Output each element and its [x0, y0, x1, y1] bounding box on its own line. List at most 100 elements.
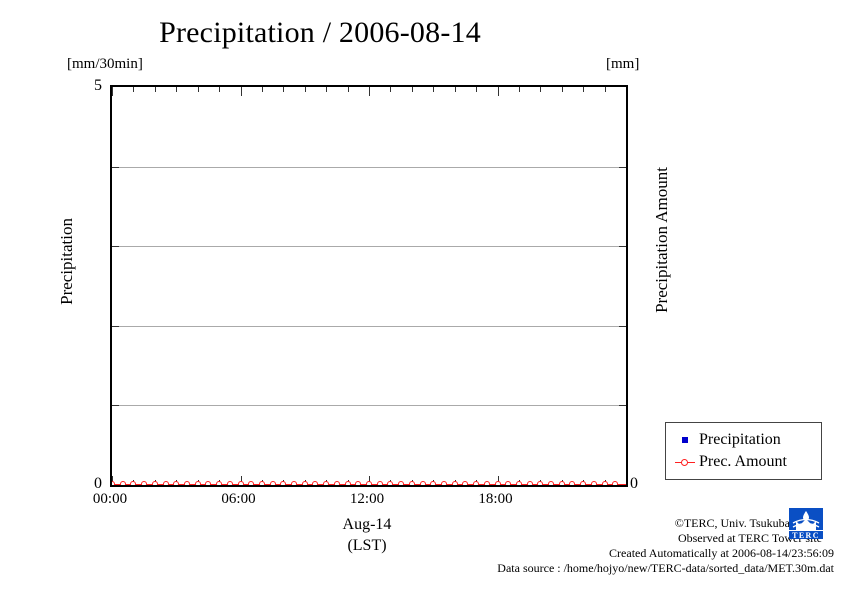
data-point-marker: [269, 481, 276, 485]
data-point-marker: [590, 481, 597, 485]
data-point-marker: [376, 481, 383, 485]
x-tick-label: 12:00: [349, 491, 385, 507]
x-axis-tick: [476, 87, 477, 92]
x-axis-tick: [369, 476, 370, 485]
data-point-marker: [216, 481, 223, 485]
y-axis-tick: [112, 405, 119, 406]
y-axis-tick: [112, 246, 119, 247]
y-axis-tick: [619, 405, 626, 406]
x-axis-tick: [455, 87, 456, 92]
data-point-marker: [151, 481, 158, 485]
data-point-marker: [112, 481, 115, 485]
data-point-marker: [526, 481, 533, 485]
y-tick-label-left-bottom: 0: [94, 475, 102, 492]
plot-inner: [112, 87, 626, 485]
x-axis-title-sub: (LST): [347, 537, 387, 554]
chart-title: Precipitation / 2006-08-14: [159, 16, 481, 49]
footer-datasource: Data source : /home/hojyo/new/TERC-data/…: [497, 561, 834, 575]
legend-swatch-square-icon: [674, 437, 696, 443]
x-axis-tick: [198, 87, 199, 92]
y-axis-tick: [112, 167, 119, 168]
data-point-marker: [280, 481, 287, 485]
data-point-marker: [580, 481, 587, 485]
data-point-marker: [344, 481, 351, 485]
data-point-marker: [226, 481, 233, 485]
x-axis-tick: [219, 87, 220, 92]
data-point-marker: [119, 481, 126, 485]
gridline: [112, 246, 626, 247]
data-point-marker: [194, 481, 201, 485]
data-point-marker: [183, 481, 190, 485]
data-point-marker: [355, 481, 362, 485]
data-point-marker: [515, 481, 522, 485]
x-axis-tick: [326, 87, 327, 92]
x-axis-title-main: Aug-14: [342, 516, 392, 533]
x-axis-tick: [498, 87, 499, 96]
y-axis-tick: [619, 167, 626, 168]
data-point-marker: [301, 481, 308, 485]
x-axis-tick: [241, 476, 242, 485]
data-point-marker: [162, 481, 169, 485]
data-point-marker: [612, 481, 619, 485]
x-axis-tick: [176, 87, 177, 92]
x-axis-tick: [412, 87, 413, 92]
data-point-marker: [483, 481, 490, 485]
right-axis-unit-label: [mm]: [606, 56, 640, 72]
data-point-marker: [130, 481, 137, 485]
legend-item-prec-amount[interactable]: Prec. Amount: [666, 451, 821, 473]
data-point-marker: [430, 481, 437, 485]
data-point-marker: [387, 481, 394, 485]
footer: ©TERC, Univ. Tsukuba Observed at TERC To…: [414, 516, 834, 576]
data-point-marker: [548, 481, 555, 485]
data-point-marker: [440, 481, 447, 485]
data-point-marker: [473, 481, 480, 485]
x-axis-tick: [241, 87, 242, 96]
right-axis-title: Precipitation Amount: [652, 167, 671, 313]
x-axis-tick: [305, 87, 306, 92]
data-point-marker: [558, 481, 565, 485]
legend: Precipitation Prec. Amount: [665, 422, 822, 480]
gridline: [112, 326, 626, 327]
footer-created: Created Automatically at 2006-08-14/23:5…: [609, 546, 834, 560]
x-axis-tick: [112, 476, 113, 485]
data-point-marker: [323, 481, 330, 485]
data-point-marker: [462, 481, 469, 485]
terc-logo-icon: TERC: [789, 508, 823, 540]
x-tick-label: 06:00: [221, 491, 256, 507]
x-axis-tick: [519, 87, 520, 92]
data-point-marker: [291, 481, 298, 485]
y-tick-label-right-bottom: 0: [630, 475, 638, 492]
y-tick-label-left-top: 5: [94, 77, 102, 94]
x-axis-tick: [348, 87, 349, 92]
data-point-marker: [537, 481, 544, 485]
x-axis-tick: [498, 476, 499, 485]
svg-text:TERC: TERC: [792, 531, 820, 540]
data-point-marker: [173, 481, 180, 485]
x-axis-tick: [133, 87, 134, 92]
data-point-marker: [569, 481, 576, 485]
data-point-marker: [601, 481, 608, 485]
data-point-marker: [408, 481, 415, 485]
x-axis-tick: [562, 87, 563, 92]
legend-label-precipitation: Precipitation: [699, 431, 781, 448]
data-point-marker: [248, 481, 255, 485]
x-tick-label: 00:00: [92, 491, 128, 507]
data-point-marker: [505, 481, 512, 485]
y-axis-tick: [619, 246, 626, 247]
legend-item-precipitation[interactable]: Precipitation: [666, 429, 821, 451]
gridline: [112, 167, 626, 168]
x-axis-tick: [433, 87, 434, 92]
x-axis-tick: [583, 87, 584, 92]
data-point-marker: [419, 481, 426, 485]
x-axis-tick: [369, 87, 370, 96]
data-point-marker: [205, 481, 212, 485]
plot-area: [110, 85, 628, 487]
x-axis-tick: [155, 87, 156, 92]
data-point-marker: [398, 481, 405, 485]
data-point-marker: [141, 481, 148, 485]
legend-label-prec-amount: Prec. Amount: [699, 453, 787, 470]
gridline: [112, 405, 626, 406]
x-tick-label: 18:00: [478, 491, 513, 507]
x-axis-tick: [390, 87, 391, 92]
y-axis-tick: [112, 326, 119, 327]
